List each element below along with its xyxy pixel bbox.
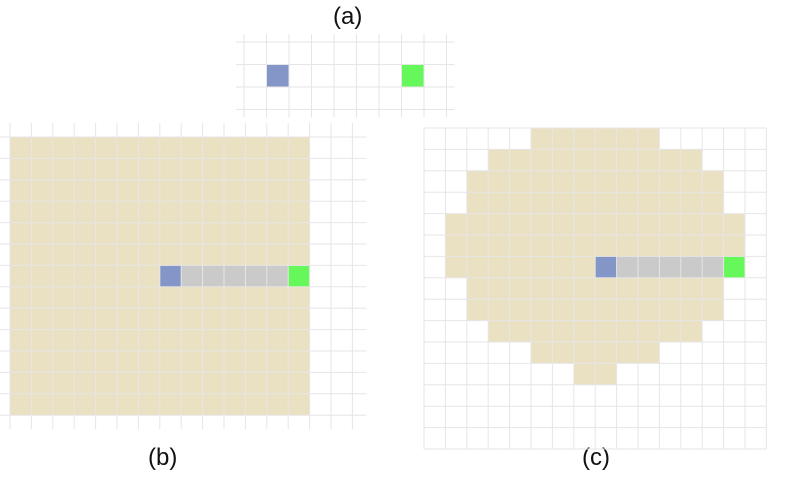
path-cell	[267, 265, 288, 287]
path-cell	[203, 265, 224, 287]
path-cell	[702, 256, 724, 278]
path-cell	[181, 265, 203, 287]
path-cell	[659, 256, 681, 278]
path-cell	[245, 265, 267, 287]
panel-a-grid	[236, 34, 455, 118]
goal-cell	[724, 256, 745, 278]
start-cell	[595, 256, 617, 278]
panel-b-gridlines	[0, 123, 367, 430]
panel-a-label: (a)	[333, 3, 363, 30]
panel-c-grid	[423, 127, 767, 450]
path-cell	[617, 256, 638, 278]
goal-cell	[402, 65, 424, 87]
start-cell	[267, 65, 289, 87]
panel-a-gridlines	[236, 34, 455, 118]
path-cell	[638, 256, 659, 278]
path-cell	[224, 265, 245, 287]
path-cell	[681, 256, 702, 278]
goal-cell	[288, 265, 310, 287]
panel-c-gridlines	[423, 127, 767, 450]
start-cell	[160, 265, 181, 287]
panel-b-grid	[0, 123, 367, 430]
panel-b-label: (b)	[148, 444, 178, 471]
